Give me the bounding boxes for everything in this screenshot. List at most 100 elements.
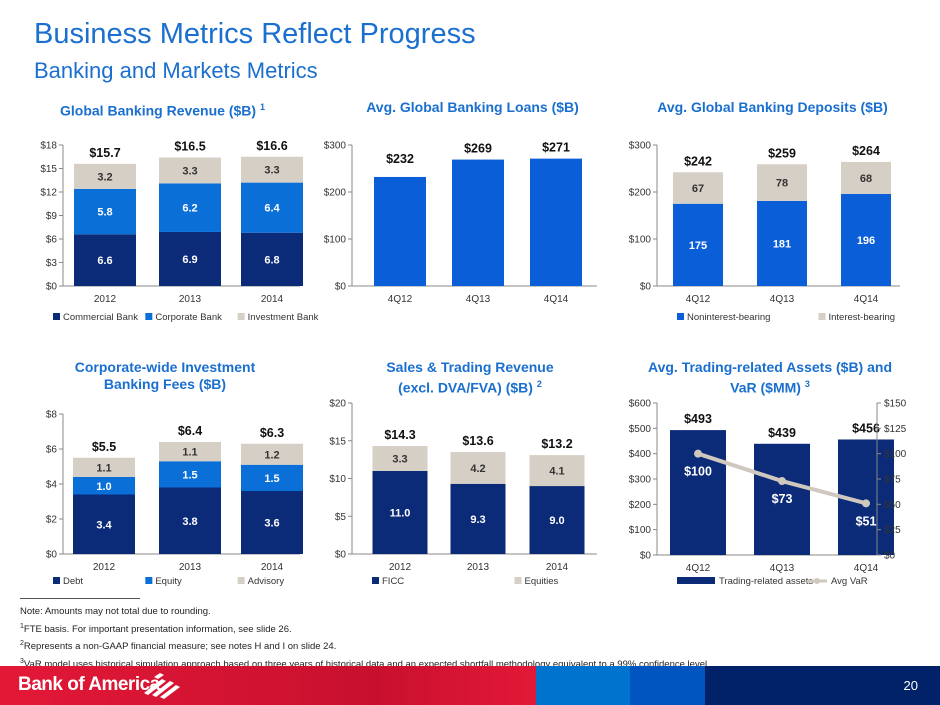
segment-label: 6.9	[182, 254, 197, 266]
total-label: $15.7	[89, 146, 120, 160]
page-title: Business Metrics Reflect Progress	[34, 18, 476, 50]
bar-segment	[529, 486, 585, 554]
y-tick-label: $8	[46, 410, 58, 421]
y-tick-label: $0	[640, 551, 652, 562]
segment-label: 3.3	[392, 453, 407, 465]
segment-label: 3.4	[96, 519, 112, 531]
legend-swatch	[145, 313, 153, 320]
bar-segment	[159, 487, 221, 554]
bar-segment	[757, 200, 807, 286]
y-tick-label: $3	[46, 258, 58, 269]
legend-label: Interest-bearing	[829, 312, 896, 323]
segment-label: 6.4	[264, 203, 280, 215]
legend-swatch	[53, 577, 60, 584]
x-tick-label: 4Q14	[854, 294, 879, 305]
bar-segment	[159, 231, 221, 286]
y-tick-label: $500	[629, 424, 652, 435]
x-tick-label: 2014	[546, 562, 569, 573]
legend-marker	[814, 578, 820, 584]
total-label: $6.4	[178, 424, 202, 438]
x-tick-label: 4Q14	[544, 294, 569, 305]
segment-label: 4.1	[549, 466, 564, 478]
total-label: $13.2	[541, 437, 572, 451]
bar-segment	[673, 172, 723, 204]
chart-title-ib-fees: Corporate-wide Investment Banking Fees (…	[74, 359, 256, 392]
chart-title-trading-assets: Avg. Trading-related Assets ($B) and VaR…	[647, 359, 892, 396]
segment-label: 6.6	[97, 255, 112, 267]
segment-label: 68	[860, 173, 872, 185]
bar-segment	[241, 182, 303, 233]
total-label: $493	[684, 412, 712, 426]
y-tick-label: $100	[629, 525, 652, 536]
segment-label: 1.5	[264, 473, 279, 485]
y-tick-label: $2	[46, 515, 58, 526]
y2-tick-label: $50	[884, 500, 901, 511]
segment-label: 1.5	[182, 469, 197, 481]
legend-swatch	[514, 577, 522, 584]
bar-segment	[159, 183, 221, 232]
bar-segment	[841, 193, 891, 286]
y-tick-label: $15	[329, 436, 346, 447]
legend-swatch	[372, 577, 379, 584]
y2-tick-label: $125	[884, 424, 907, 435]
bar-segment	[74, 188, 136, 235]
bar-segment	[673, 203, 723, 286]
bar-segment	[452, 159, 504, 286]
bar-segment	[74, 234, 136, 286]
total-label: $271	[542, 141, 570, 155]
bar-segment	[159, 157, 221, 184]
chart-title-deposits: Avg. Global Banking Deposits ($B)	[657, 99, 888, 115]
y-tick-label: $300	[324, 141, 347, 152]
y-tick-label: $5	[335, 512, 347, 523]
x-tick-label: 2012	[389, 562, 412, 573]
legend-swatch	[53, 313, 60, 320]
bar-segment	[241, 443, 303, 465]
bar-segment	[372, 470, 428, 554]
segment-label: 1.1	[96, 462, 111, 474]
y-tick-label: $6	[46, 445, 58, 456]
var-point	[778, 477, 786, 486]
note-3: 3VaR model uses historical simulation ap…	[20, 657, 710, 670]
bar-segment	[241, 232, 303, 286]
footnote-divider	[20, 598, 140, 599]
note-rounding: Note: Amounts may not total due to round…	[20, 606, 211, 617]
y-tick-label: $300	[629, 475, 652, 486]
bar-segment	[159, 442, 221, 462]
flag-logo-icon	[144, 673, 180, 699]
y2-tick-label: $25	[884, 525, 901, 536]
y2-tick-label: $100	[884, 449, 907, 460]
y2-tick-label: $150	[884, 399, 907, 410]
total-label: $456	[852, 421, 880, 435]
x-tick-label: 4Q12	[686, 563, 711, 574]
legend-label: Corporate Bank	[155, 312, 222, 323]
bar-segment	[241, 464, 303, 491]
y-tick-label: $100	[629, 235, 652, 246]
legend-label: Investment Bank	[248, 312, 319, 323]
total-label: $5.5	[92, 440, 116, 454]
total-label: $439	[768, 426, 796, 440]
segment-label: 3.8	[182, 516, 197, 528]
segment-label: 67	[692, 183, 704, 195]
note-2: 2Represents a non-GAAP financial measure…	[20, 640, 337, 653]
total-label: $232	[386, 152, 414, 166]
y-tick-label: $15	[40, 164, 57, 175]
legend-label: Equity	[155, 576, 182, 587]
legend-label: Commercial Bank	[63, 312, 138, 323]
bar-segment	[374, 176, 426, 286]
segment-label: 78	[776, 178, 788, 190]
charts-canvas: $0 $3 $6 $9 $12 $15 $18 2012 2013 2014 6.6 5.8 3.2 $1…	[40, 139, 907, 587]
var-label: $100	[684, 465, 712, 479]
chart-title-sales-trading: Sales & Trading Revenue (excl. DVA/FVA) …	[386, 359, 554, 396]
chart-title-revenue: Global Banking Revenue ($B) 1	[60, 102, 265, 119]
y-tick-label: $0	[46, 550, 58, 561]
page-subtitle: Banking and Markets Metrics	[34, 58, 318, 83]
total-label: $13.6	[462, 434, 493, 448]
legend-label: FICC	[382, 576, 404, 587]
y-tick-label: $600	[629, 399, 652, 410]
bar-segment	[73, 494, 135, 554]
bar-segment	[670, 430, 726, 555]
x-tick-label: 4Q14	[854, 563, 879, 574]
segment-label: 3.3	[264, 165, 279, 177]
total-label: $6.3	[260, 426, 284, 440]
chart-title-loans: Avg. Global Banking Loans ($B)	[366, 99, 579, 115]
